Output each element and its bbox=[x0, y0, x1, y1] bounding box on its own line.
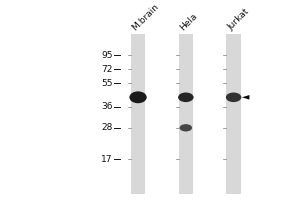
Text: M.brain: M.brain bbox=[130, 2, 160, 32]
Text: Hela: Hela bbox=[178, 11, 199, 32]
Text: 17: 17 bbox=[101, 155, 113, 164]
Text: 36: 36 bbox=[101, 102, 113, 111]
Text: 28: 28 bbox=[101, 123, 113, 132]
Text: Jurkat: Jurkat bbox=[226, 7, 251, 32]
Text: 72: 72 bbox=[101, 65, 113, 74]
Bar bbox=[179, 34, 193, 194]
Bar bbox=[131, 34, 145, 194]
Ellipse shape bbox=[129, 91, 147, 103]
Text: 55: 55 bbox=[101, 79, 113, 88]
Polygon shape bbox=[242, 95, 249, 100]
Bar bbox=[226, 34, 241, 194]
Ellipse shape bbox=[178, 93, 194, 102]
Ellipse shape bbox=[180, 124, 192, 131]
Text: 95: 95 bbox=[101, 51, 113, 60]
Ellipse shape bbox=[226, 93, 242, 102]
